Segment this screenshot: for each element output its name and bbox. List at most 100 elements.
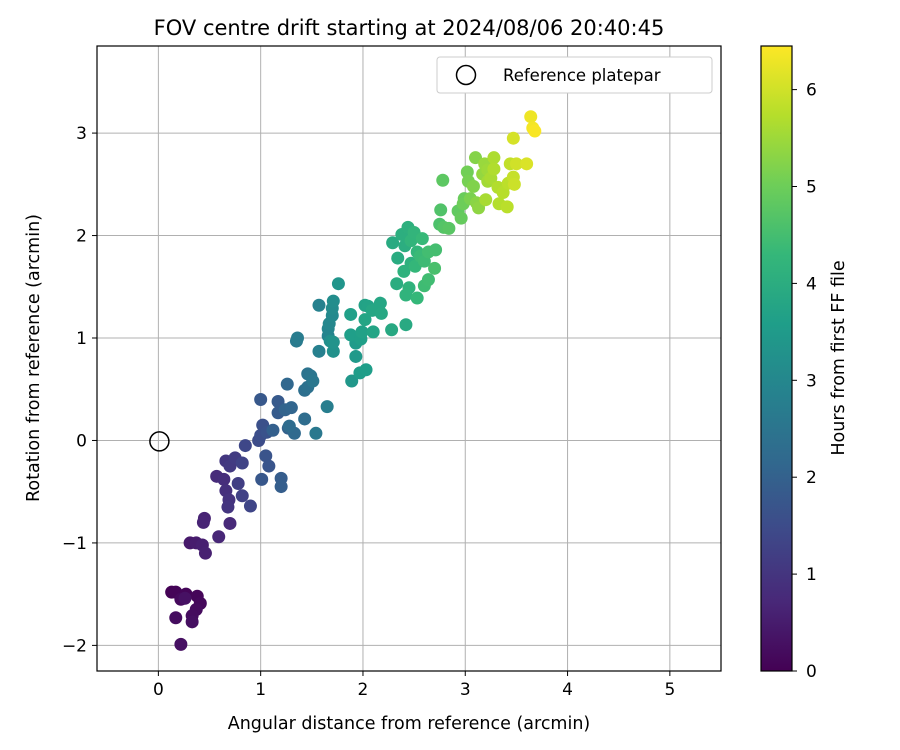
data-point (374, 306, 388, 320)
data-point (326, 294, 340, 308)
data-point (282, 419, 296, 433)
data-point (212, 530, 226, 544)
data-point (500, 200, 514, 214)
x-axis-ticks: 0 1 2 3 4 5 (153, 671, 675, 700)
data-point (428, 261, 442, 275)
grid-lines (97, 46, 721, 671)
data-point (312, 344, 326, 358)
data-point (196, 515, 210, 529)
y-tick-label: 2 (76, 227, 87, 247)
data-point (174, 637, 188, 651)
data-point (520, 157, 534, 171)
data-point (454, 211, 468, 225)
legend-label: Reference platepar (503, 66, 661, 85)
data-point (320, 400, 334, 414)
colorbar-tick-label: 1 (806, 565, 817, 585)
data-point (231, 477, 245, 490)
colorbar-label: Hours from first FF file (829, 260, 849, 455)
data-points (165, 110, 542, 651)
data-point (235, 456, 249, 470)
y-tick-label: −2 (62, 636, 87, 656)
x-axis-label: Angular distance from reference (arcmin) (228, 714, 591, 734)
data-point (274, 480, 288, 494)
data-point (399, 318, 413, 332)
data-point (390, 277, 404, 291)
data-point (178, 591, 192, 605)
legend: Reference platepar (436, 56, 713, 94)
data-point (198, 546, 212, 560)
colorbar-tick-label: 4 (806, 274, 817, 294)
data-point (344, 328, 358, 342)
y-tick-label: −1 (62, 534, 87, 554)
data-point (436, 173, 450, 187)
data-point (280, 377, 294, 391)
data-point (254, 392, 268, 406)
data-point (386, 236, 400, 250)
data-point (235, 489, 249, 503)
data-point (410, 291, 424, 305)
data-point (238, 439, 252, 453)
data-point (306, 374, 320, 388)
data-point (524, 110, 538, 124)
data-point (468, 151, 482, 165)
data-point (284, 401, 298, 415)
y-tick-label: 3 (76, 124, 87, 144)
colorbar: 0 1 2 3 4 5 6 Hours from first FF file (760, 45, 849, 682)
colorbar-tick-label: 0 (806, 662, 817, 682)
data-point (290, 331, 304, 345)
data-point (479, 193, 493, 207)
data-point (344, 307, 358, 321)
data-point (391, 251, 405, 265)
data-point (487, 151, 501, 165)
legend-marker-icon (455, 64, 477, 86)
reference-platepar-marker (149, 431, 170, 452)
data-point (266, 423, 280, 437)
data-point (509, 157, 523, 171)
x-tick-label: 0 (153, 680, 164, 700)
data-point (528, 124, 542, 138)
plot-frame (96, 45, 722, 672)
data-point (243, 499, 257, 513)
y-axis-ticks: −2 −1 0 1 2 3 (62, 124, 97, 656)
data-point (312, 298, 326, 312)
data-point (349, 349, 363, 363)
x-tick-label: 2 (358, 680, 369, 700)
data-point (309, 426, 323, 440)
data-point (397, 264, 411, 278)
data-point (326, 335, 340, 349)
data-point (221, 500, 235, 514)
data-point (217, 472, 231, 486)
data-point (442, 221, 456, 235)
data-point (255, 472, 269, 486)
data-point (262, 459, 276, 473)
legend-box (436, 56, 713, 94)
colorbar-gradient (760, 45, 793, 672)
data-point (359, 363, 373, 377)
data-point (331, 277, 345, 291)
colorbar-tick-label: 5 (806, 178, 817, 198)
chart-title: FOV centre drift starting at 2024/08/06 … (154, 16, 665, 40)
data-point (298, 412, 312, 426)
colorbar-tick-label: 3 (806, 371, 817, 391)
data-point (366, 325, 380, 339)
x-tick-label: 4 (562, 680, 573, 700)
data-point (506, 131, 520, 145)
data-point (223, 516, 237, 530)
colorbar-ticks: 0 1 2 3 4 5 6 (792, 81, 817, 682)
data-point (421, 273, 435, 287)
x-tick-label: 3 (460, 680, 471, 700)
colorbar-tick-label: 6 (806, 81, 817, 101)
data-point (434, 203, 448, 217)
data-point (429, 243, 443, 257)
data-point (507, 177, 521, 191)
data-point (487, 162, 501, 176)
data-point (345, 374, 359, 388)
y-tick-label: 0 (76, 431, 87, 451)
y-axis-label: Rotation from reference (arcmin) (24, 214, 44, 502)
data-point (355, 325, 369, 339)
data-point (326, 344, 340, 358)
data-point (358, 313, 372, 327)
data-point (373, 296, 387, 310)
data-point (466, 179, 480, 193)
